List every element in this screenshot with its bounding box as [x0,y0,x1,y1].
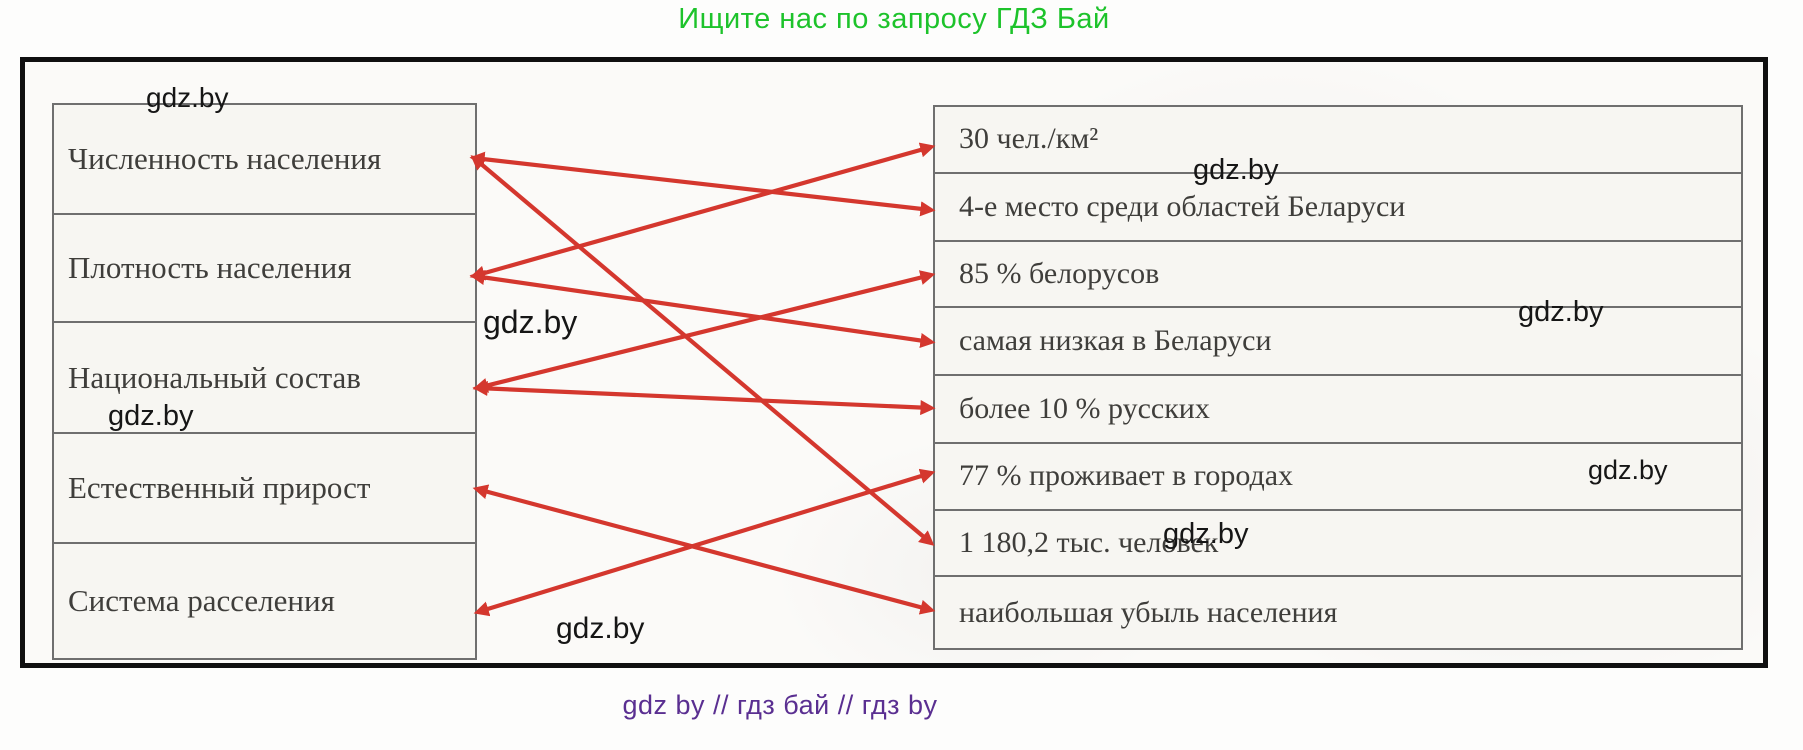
left-row-label: Система расселения [68,582,335,618]
watermark-gdzby: gdz.by [108,400,194,432]
right-row-label: 4-е место среди областей Беларуси [959,189,1406,223]
right-row-label: более 10 % русских [959,391,1210,425]
left-row-population-density: Плотность населения [54,212,475,322]
right-row-decline: наибольшая убыль населения [935,575,1741,648]
right-row-label: 1 180,2 тыс. человек [959,525,1219,559]
right-row-belarusians: 85 % белорусов [935,239,1741,307]
left-row-label: Численность населения [68,140,382,176]
watermark-gdzby: gdz.by [1163,518,1249,550]
left-row-settlement-system: Система расселения [54,541,475,658]
right-row-lowest: самая низкая в Беларуси [935,306,1741,374]
right-row-urban-share: 77 % проживает в городах [935,441,1741,509]
left-row-ethnic-composition: Национальный состав [54,321,475,432]
right-row-label: 30 чел./км² [959,122,1099,156]
watermark-gdzby: gdz.by [556,612,645,645]
right-values-box: 30 чел./км² 4-е место среди областей Бел… [933,105,1743,650]
left-row-label: Естественный прирост [68,469,371,505]
page-title: Ищите нас по запросу ГДЗ Бай [678,3,1110,35]
watermark-gdzby: gdz.by [483,304,578,340]
left-row-label: Плотность населения [68,249,352,285]
watermark-gdzby: gdz.by [146,82,229,113]
left-terms-box: Численность населения Плотность населени… [52,103,477,660]
right-row-russians: более 10 % русских [935,374,1741,442]
right-row-label: 85 % белорусов [959,256,1160,290]
right-row-label: наибольшая убыль населения [959,595,1338,629]
left-row-label: Национальный состав [68,359,361,395]
page-footer: gdz by // гдз бай // гдз by [622,690,938,720]
right-row-rank: 4-е место среди областей Беларуси [935,171,1741,240]
left-row-population-size: Численность населения [54,105,475,213]
right-row-population-value: 1 180,2 тыс. человек [935,508,1741,576]
right-row-label: самая низкая в Беларуси [959,324,1272,358]
left-row-natural-increase: Естественный прирост [54,431,475,542]
right-row-density-value: 30 чел./км² [935,107,1741,172]
right-row-label: 77 % проживает в городах [959,459,1294,493]
watermark-gdzby: gdz.by [1193,154,1279,186]
watermark-gdzby: gdz.by [1588,455,1668,485]
watermark-gdzby: gdz.by [1518,296,1604,328]
